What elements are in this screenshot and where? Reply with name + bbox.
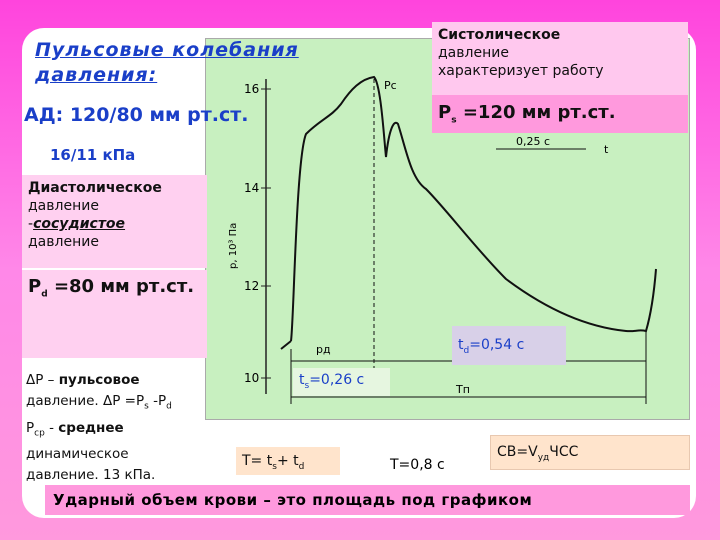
- diastolic-box: Диастолическое давление -сосудистое давлен…: [22, 175, 207, 268]
- text: t: [458, 337, 464, 353]
- title: Пульсовые колебания давления:: [35, 39, 299, 86]
- text: -P: [148, 393, 167, 409]
- text: среднее: [58, 419, 124, 436]
- pd-box: Pd =80 мм рт.ст.: [22, 270, 207, 358]
- text: сосудистое: [33, 216, 126, 232]
- y-axis-label: p, 10³ Па: [228, 223, 239, 269]
- ticks: [261, 88, 271, 379]
- curve-start: [280, 340, 292, 350]
- text: + t: [276, 453, 299, 469]
- footer-note: Ударный объем крови – это площадь под гр…: [45, 485, 690, 515]
- text: -: [49, 419, 54, 436]
- text: =0,54 с: [469, 337, 525, 353]
- text: t: [299, 372, 305, 388]
- tick-label: 16: [244, 82, 259, 96]
- text: динамическое: [26, 446, 129, 463]
- td-box: td=0,54 с: [452, 326, 566, 365]
- time-label: t: [604, 143, 609, 156]
- bp-text: АД: 120/80 мм рт.ст.: [24, 104, 249, 126]
- diastolic-label: pд: [316, 343, 331, 356]
- peak-label: Pc: [384, 79, 397, 92]
- text: s: [272, 461, 277, 472]
- kpa-text: 16/11 кПа: [50, 146, 136, 164]
- text: P: [28, 276, 42, 297]
- text: характеризует работу: [438, 63, 604, 79]
- text: CB=V: [497, 444, 538, 460]
- text: пульсовое: [58, 372, 140, 388]
- tick-label: 10: [244, 371, 259, 385]
- text: s: [304, 380, 310, 391]
- text: давление. ΔP =P: [26, 393, 145, 409]
- text: Диастолическое: [28, 180, 162, 196]
- systolic-box: Систолическое давление характеризует работ…: [432, 22, 688, 95]
- text: P: [26, 419, 35, 436]
- text: T= t: [242, 453, 273, 469]
- text: Систолическое: [438, 27, 561, 43]
- text: s: [451, 115, 457, 126]
- text: =80 мм рт.ст.: [53, 276, 195, 297]
- text: P: [438, 102, 452, 123]
- ts-box: ts=0,26 с: [293, 368, 390, 396]
- text: давление. 13 кПа.: [26, 467, 156, 484]
- scale-label: 0,25 с: [516, 135, 550, 148]
- text: давление: [28, 234, 99, 250]
- period-value: T=0,8 с: [390, 457, 445, 473]
- text: d: [463, 345, 470, 356]
- text: ср: [34, 428, 45, 439]
- text: уд: [537, 452, 550, 463]
- text: d: [41, 289, 48, 300]
- pulse-curve-figure: 16 14 12 10 p, 10³ Па 0,25 с t Pc pд Tп: [228, 75, 657, 404]
- text: =120 мм рт.ст.: [462, 102, 616, 123]
- text: ЧСС: [549, 444, 579, 460]
- notes: ΔP – пульсовое давление. ΔP =Ps -Pd Pср …: [26, 370, 226, 486]
- text: d: [298, 461, 305, 472]
- tick-label: 14: [244, 181, 259, 195]
- text: s: [144, 401, 149, 412]
- period-formula: T= ts+ td: [236, 447, 340, 475]
- text: -: [28, 216, 34, 232]
- cardiac-output: CB=VудЧСС: [490, 435, 690, 470]
- text: давление: [28, 198, 99, 214]
- text: давление: [438, 45, 509, 61]
- text: ΔP –: [26, 372, 55, 388]
- text: d: [166, 401, 172, 412]
- period-label: Tп: [455, 383, 470, 396]
- pressure-curve: [290, 75, 657, 342]
- text: =0,26 с: [309, 372, 365, 388]
- ps-box: Ps =120 мм рт.ст.: [432, 95, 688, 133]
- tick-label: 12: [244, 279, 259, 293]
